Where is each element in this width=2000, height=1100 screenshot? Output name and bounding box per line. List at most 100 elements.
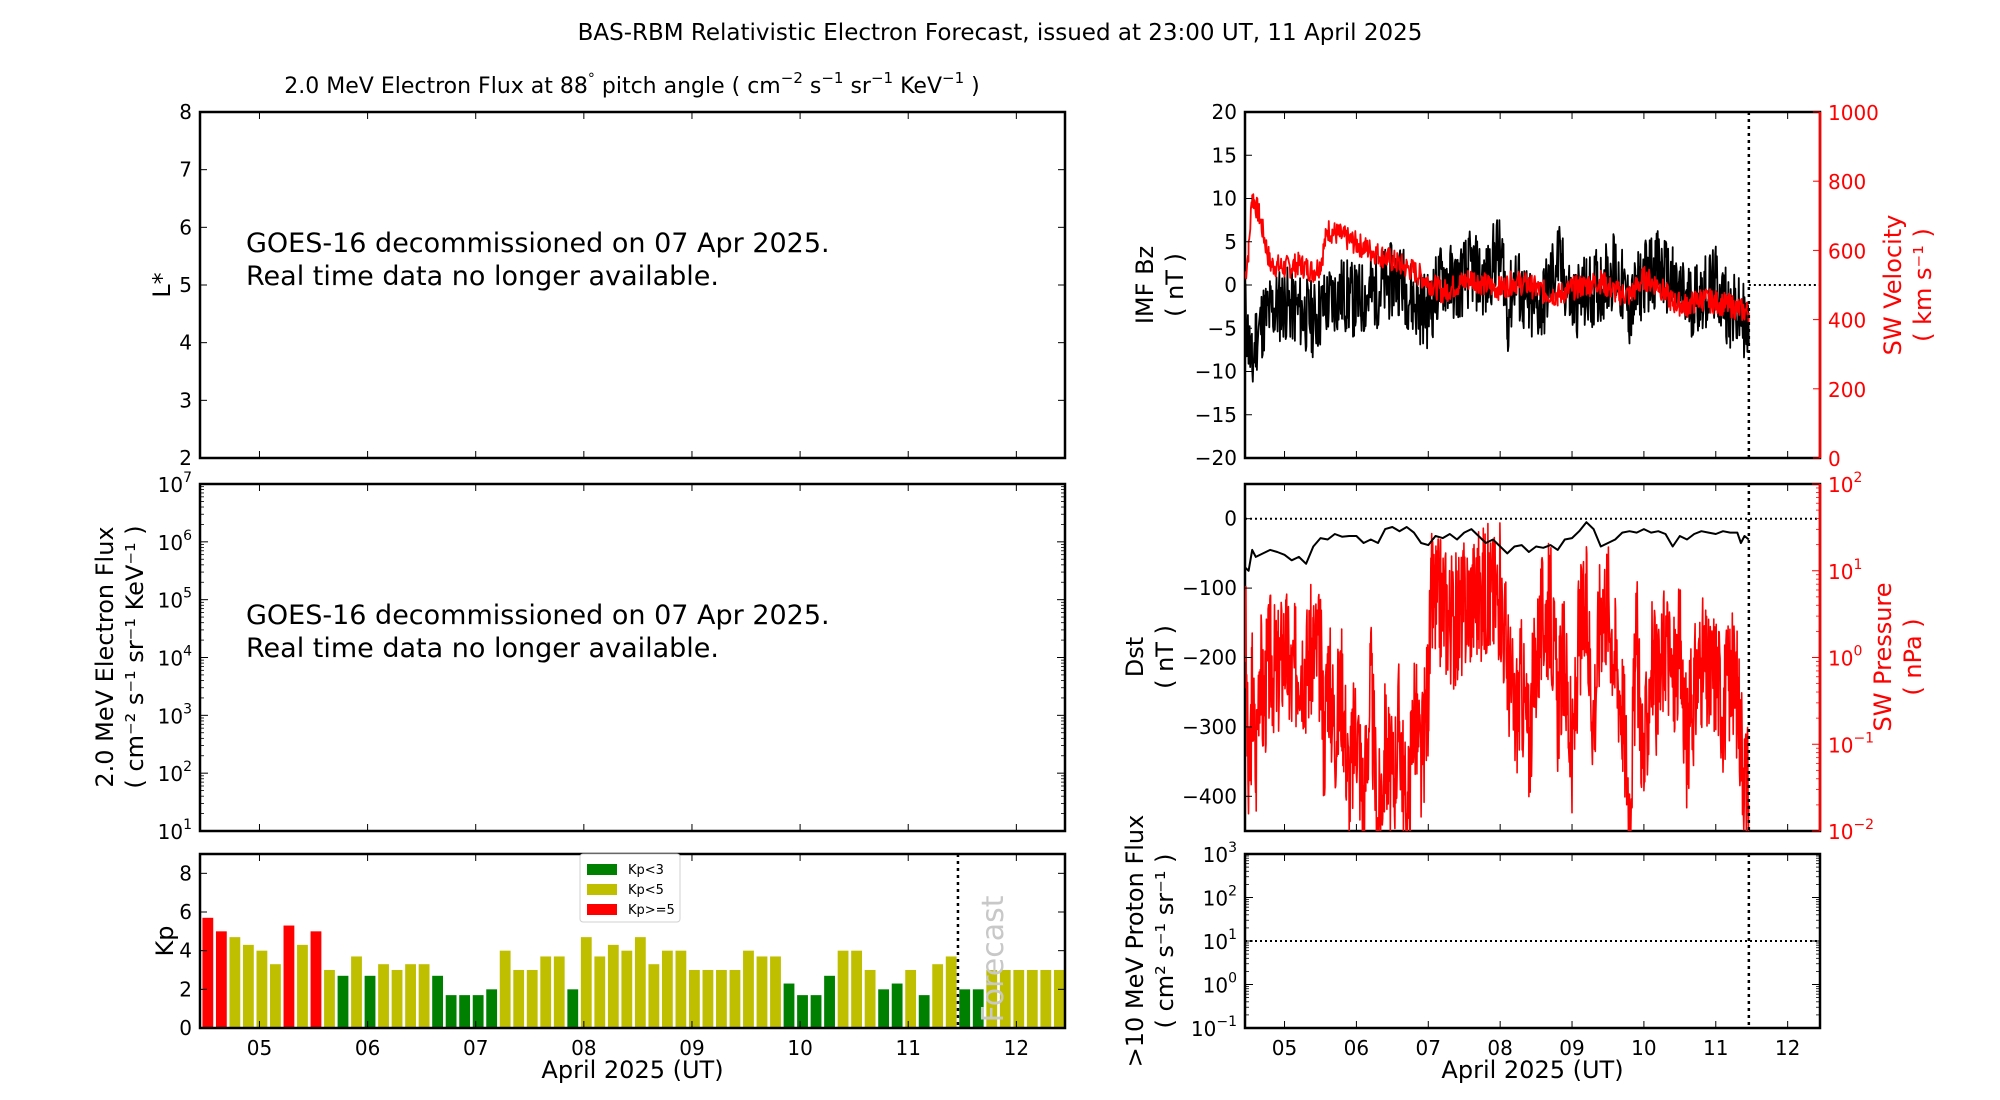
y-axis-label-line: >10 MeV Proton Flux bbox=[1121, 815, 1149, 1068]
y-tick-label: 102 bbox=[158, 759, 192, 786]
tick-exponent: 4 bbox=[183, 644, 192, 660]
tick-base: 10 bbox=[1203, 843, 1228, 867]
x-tick-label: 05 bbox=[247, 1036, 272, 1060]
y-tick-label: 10−2 bbox=[1828, 817, 1874, 844]
tick-exponent: 0 bbox=[1853, 644, 1862, 660]
tick-base: 10 bbox=[158, 531, 183, 555]
tick-base: 10 bbox=[1203, 887, 1228, 911]
tick-exponent: −1 bbox=[1216, 1014, 1237, 1030]
y-axis-label: 2.0 MeV Electron Flux( cm⁻² s⁻¹ sr⁻¹ KeV… bbox=[91, 525, 149, 788]
kp-bar bbox=[567, 989, 579, 1028]
kp-panel: 0 2 4 6 8 05 06 07 08 09 10 11 12 Forecast Kp<3 Kp<5 Kp>… bbox=[179, 852, 1067, 1084]
tick-base: 10 bbox=[158, 762, 183, 786]
y-tick-label: −300 bbox=[1182, 715, 1237, 739]
tick-base: 10 bbox=[1828, 647, 1853, 671]
y-axis-label-line: Kp bbox=[151, 926, 179, 957]
tick-exponent: −2 bbox=[1853, 817, 1874, 833]
y-tick-label: 104 bbox=[158, 644, 192, 671]
kp-bar bbox=[824, 975, 835, 1028]
x-axis-label: April 2025 (UT) bbox=[541, 1056, 723, 1084]
kp-bar bbox=[675, 950, 687, 1028]
y-axis-label: SW Pressure( nPa ) bbox=[1869, 582, 1927, 731]
tick-exponent: 5 bbox=[183, 586, 192, 602]
y-tick-label: 6 bbox=[179, 900, 192, 924]
y-tick-label: 2 bbox=[179, 446, 192, 470]
y-tick-label: 8 bbox=[179, 861, 192, 885]
kp-bar bbox=[472, 995, 484, 1028]
y2-tick-label: 400 bbox=[1828, 309, 1866, 333]
kp-bar bbox=[526, 970, 538, 1028]
legend-swatch bbox=[587, 904, 617, 915]
y-axis-label-line: ( cm⁻² s⁻¹ sr⁻¹ KeV⁻¹ ) bbox=[121, 525, 149, 788]
y-tick-label: −5 bbox=[1208, 316, 1237, 340]
kp-bar bbox=[337, 975, 349, 1028]
kp-bar bbox=[810, 995, 822, 1028]
kp-bar bbox=[324, 970, 335, 1028]
kp-bar bbox=[580, 937, 592, 1028]
kp-forecast-bar bbox=[972, 989, 984, 1028]
kp-bar bbox=[405, 964, 416, 1028]
tick-exponent: 0 bbox=[1228, 971, 1237, 987]
unavailable-message: GOES-16 decommissioned on 07 Apr 2025. bbox=[246, 228, 830, 259]
legend-swatch bbox=[587, 864, 617, 875]
unavailable-message: Real time data no longer available. bbox=[246, 261, 719, 292]
kp-forecast-bar bbox=[1053, 970, 1065, 1028]
dst-plot-area bbox=[1245, 521, 1750, 831]
kp-bar bbox=[756, 956, 768, 1028]
y-tick-label: 105 bbox=[158, 586, 192, 613]
y-tick-label: 5 bbox=[1224, 230, 1237, 254]
dst-line bbox=[1245, 521, 1750, 572]
imf-plot-area bbox=[1245, 193, 1750, 383]
kp-bar bbox=[594, 956, 606, 1028]
y-axis-label-line: ( km s⁻¹ ) bbox=[1909, 228, 1937, 342]
y-axis-label-line: Dst bbox=[1121, 637, 1149, 677]
kp-bars bbox=[202, 917, 1065, 1028]
x-tick-label: 12 bbox=[1004, 1036, 1029, 1060]
y-tick-label: 15 bbox=[1212, 143, 1237, 167]
y-tick-label: −100 bbox=[1182, 576, 1237, 600]
y2-tick-label: 0 bbox=[1828, 447, 1841, 471]
y-tick-label: 0 bbox=[1224, 273, 1237, 297]
x-tick-label: 08 bbox=[571, 1036, 596, 1060]
tick-exponent: −1 bbox=[1853, 730, 1874, 746]
kp-bar bbox=[932, 964, 944, 1028]
y-tick-label: 7 bbox=[179, 158, 192, 182]
tick-base: 10 bbox=[1828, 560, 1853, 584]
kp-bar bbox=[378, 964, 389, 1028]
y-axis-label: IMF Bz( nT ) bbox=[1131, 246, 1189, 324]
y-axis-label-line: L* bbox=[148, 272, 176, 297]
kp-bar bbox=[256, 950, 268, 1028]
y-tick-label: 107 bbox=[158, 470, 192, 497]
kp-bar bbox=[351, 956, 362, 1028]
y2-tick-label: 200 bbox=[1828, 378, 1866, 402]
y-axis-label-line: SW Pressure bbox=[1869, 582, 1897, 731]
kp-forecast-bar bbox=[959, 989, 971, 1028]
unavailable-message: GOES-16 decommissioned on 07 Apr 2025. bbox=[246, 600, 830, 631]
kp-bar bbox=[621, 950, 633, 1028]
kp-bar bbox=[783, 983, 795, 1028]
y-axis-label-line: 2.0 MeV Electron Flux bbox=[91, 526, 119, 787]
tick-exponent: 7 bbox=[183, 470, 192, 486]
kp-bar bbox=[215, 931, 227, 1028]
kp-bar bbox=[297, 944, 308, 1028]
kp-forecast-bar bbox=[1040, 970, 1052, 1028]
sw-pressure-line bbox=[1245, 522, 1750, 831]
y-tick-label: 102 bbox=[1203, 884, 1237, 911]
kp-bar bbox=[607, 944, 619, 1028]
y-axis-label: SW Velocity( km s⁻¹ ) bbox=[1879, 215, 1937, 356]
tick-exponent: 6 bbox=[183, 528, 192, 544]
y-tick-label: 6 bbox=[179, 215, 192, 239]
kp-bar bbox=[729, 970, 741, 1028]
kp-bar bbox=[229, 937, 241, 1028]
kp-bar bbox=[202, 917, 214, 1028]
y-axis-label-line: ( cm² s⁻¹ sr⁻¹ ) bbox=[1151, 854, 1179, 1029]
kp-bar bbox=[513, 970, 525, 1028]
y-axis-label-line: ( nPa ) bbox=[1899, 618, 1927, 695]
kp-bar bbox=[716, 970, 727, 1028]
x-tick-label: 06 bbox=[355, 1036, 380, 1060]
y-tick-label: 100 bbox=[1203, 971, 1237, 998]
tick-base: 10 bbox=[158, 704, 183, 728]
y-tick-label: 100 bbox=[1828, 644, 1862, 671]
y-tick-label: 101 bbox=[158, 817, 192, 844]
